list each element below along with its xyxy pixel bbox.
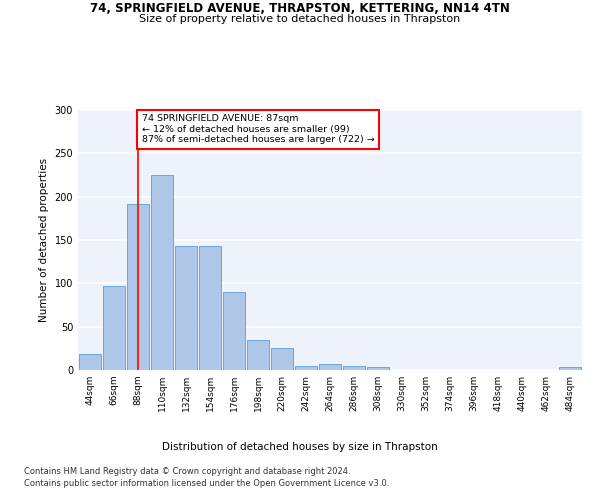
Bar	[271, 348, 293, 370]
Bar	[127, 204, 149, 370]
Bar	[559, 368, 581, 370]
Y-axis label: Number of detached properties: Number of detached properties	[39, 158, 49, 322]
Bar	[247, 340, 269, 370]
Text: Distribution of detached houses by size in Thrapston: Distribution of detached houses by size …	[162, 442, 438, 452]
Bar	[103, 286, 125, 370]
Bar	[151, 175, 173, 370]
Bar	[367, 368, 389, 370]
Text: Size of property relative to detached houses in Thrapston: Size of property relative to detached ho…	[139, 14, 461, 24]
Text: 74, SPRINGFIELD AVENUE, THRAPSTON, KETTERING, NN14 4TN: 74, SPRINGFIELD AVENUE, THRAPSTON, KETTE…	[90, 2, 510, 16]
Text: Contains public sector information licensed under the Open Government Licence v3: Contains public sector information licen…	[24, 479, 389, 488]
Bar	[79, 354, 101, 370]
Text: Contains HM Land Registry data © Crown copyright and database right 2024.: Contains HM Land Registry data © Crown c…	[24, 468, 350, 476]
Bar	[199, 246, 221, 370]
Bar	[343, 366, 365, 370]
Bar	[175, 246, 197, 370]
Bar	[295, 366, 317, 370]
Bar	[223, 292, 245, 370]
Text: 74 SPRINGFIELD AVENUE: 87sqm
← 12% of detached houses are smaller (99)
87% of se: 74 SPRINGFIELD AVENUE: 87sqm ← 12% of de…	[142, 114, 374, 144]
Bar	[319, 364, 341, 370]
